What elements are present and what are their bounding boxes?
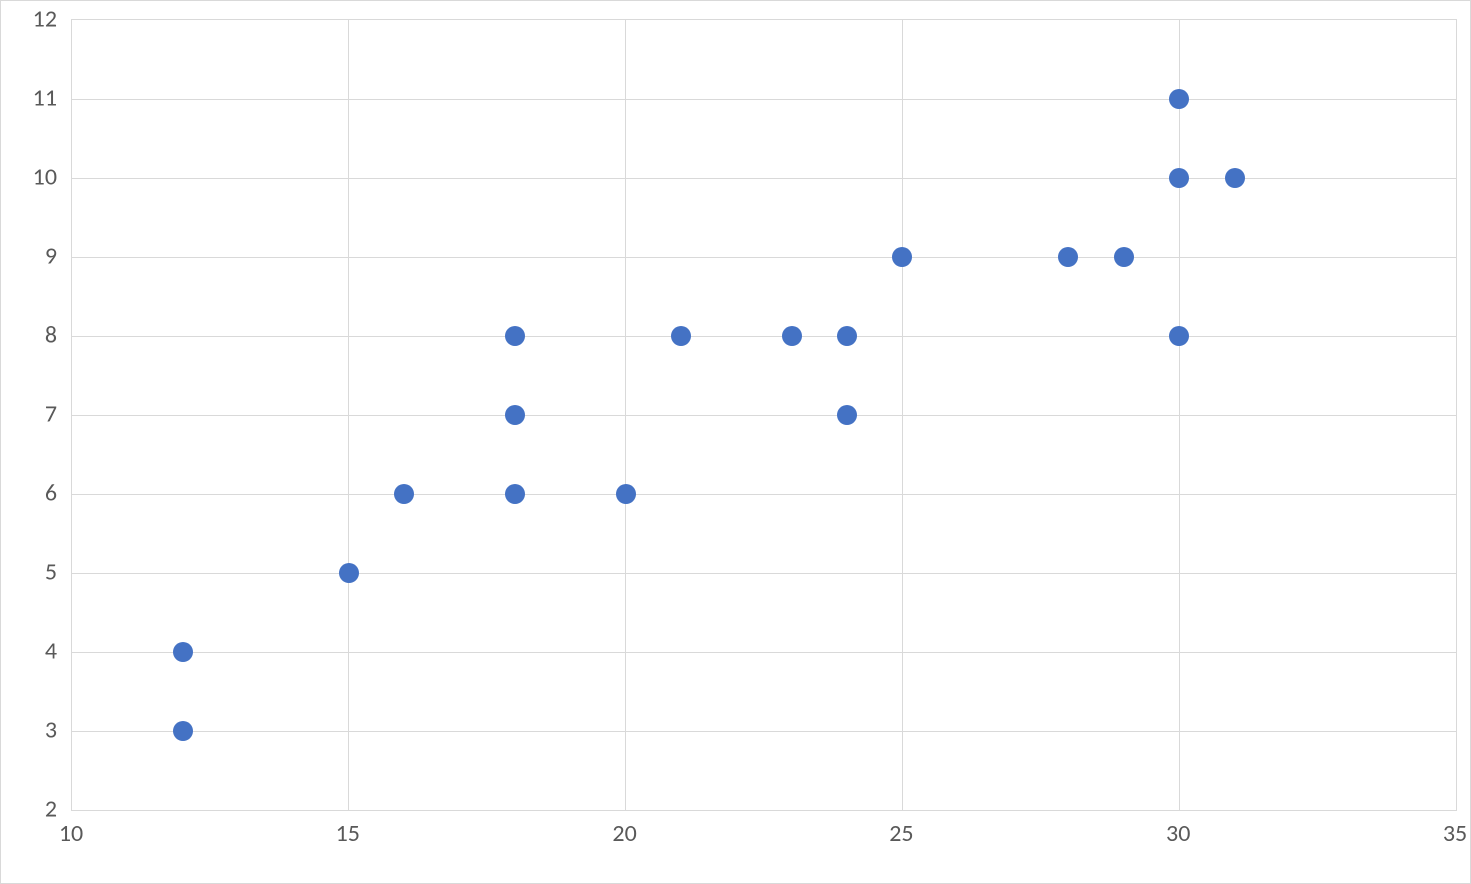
data-point — [1225, 168, 1245, 188]
x-tick-label: 25 — [889, 819, 913, 848]
y-gridline — [72, 257, 1456, 258]
y-tick-label: 9 — [45, 242, 57, 271]
y-tick-label: 12 — [33, 5, 57, 34]
data-point — [837, 326, 857, 346]
data-point — [505, 405, 525, 425]
data-point — [671, 326, 691, 346]
data-point — [1169, 168, 1189, 188]
y-gridline — [72, 494, 1456, 495]
y-tick-label: 6 — [45, 479, 57, 508]
x-tick-label: 30 — [1166, 819, 1190, 848]
x-tick-label: 15 — [336, 819, 360, 848]
data-point — [394, 484, 414, 504]
y-tick-label: 4 — [45, 637, 57, 666]
data-point — [1169, 326, 1189, 346]
data-point — [616, 484, 636, 504]
x-tick-label: 20 — [612, 819, 636, 848]
data-point — [1169, 89, 1189, 109]
y-gridline — [72, 573, 1456, 574]
y-tick-label: 5 — [45, 558, 57, 587]
scatter-chart: 10 15 20 25 30 35 2 3 4 5 6 7 8 9 10 11 12 — [0, 0, 1471, 884]
data-point — [505, 326, 525, 346]
plot-area — [71, 19, 1457, 811]
data-point — [782, 326, 802, 346]
data-point — [339, 563, 359, 583]
data-point — [173, 721, 193, 741]
y-gridline — [72, 731, 1456, 732]
y-tick-label: 8 — [45, 321, 57, 350]
data-point — [505, 484, 525, 504]
y-gridline — [72, 415, 1456, 416]
y-tick-label: 10 — [33, 163, 57, 192]
y-gridline — [72, 99, 1456, 100]
y-gridline — [72, 336, 1456, 337]
data-point — [173, 642, 193, 662]
y-gridline — [72, 178, 1456, 179]
x-tick-label: 35 — [1443, 819, 1467, 848]
data-point — [1058, 247, 1078, 267]
data-point — [837, 405, 857, 425]
y-gridline — [72, 652, 1456, 653]
y-tick-label: 3 — [45, 716, 57, 745]
y-tick-label: 7 — [45, 400, 57, 429]
y-tick-label: 11 — [33, 84, 57, 113]
x-tick-label: 10 — [59, 819, 83, 848]
y-tick-label: 2 — [45, 795, 57, 824]
data-point — [1114, 247, 1134, 267]
data-point — [892, 247, 912, 267]
